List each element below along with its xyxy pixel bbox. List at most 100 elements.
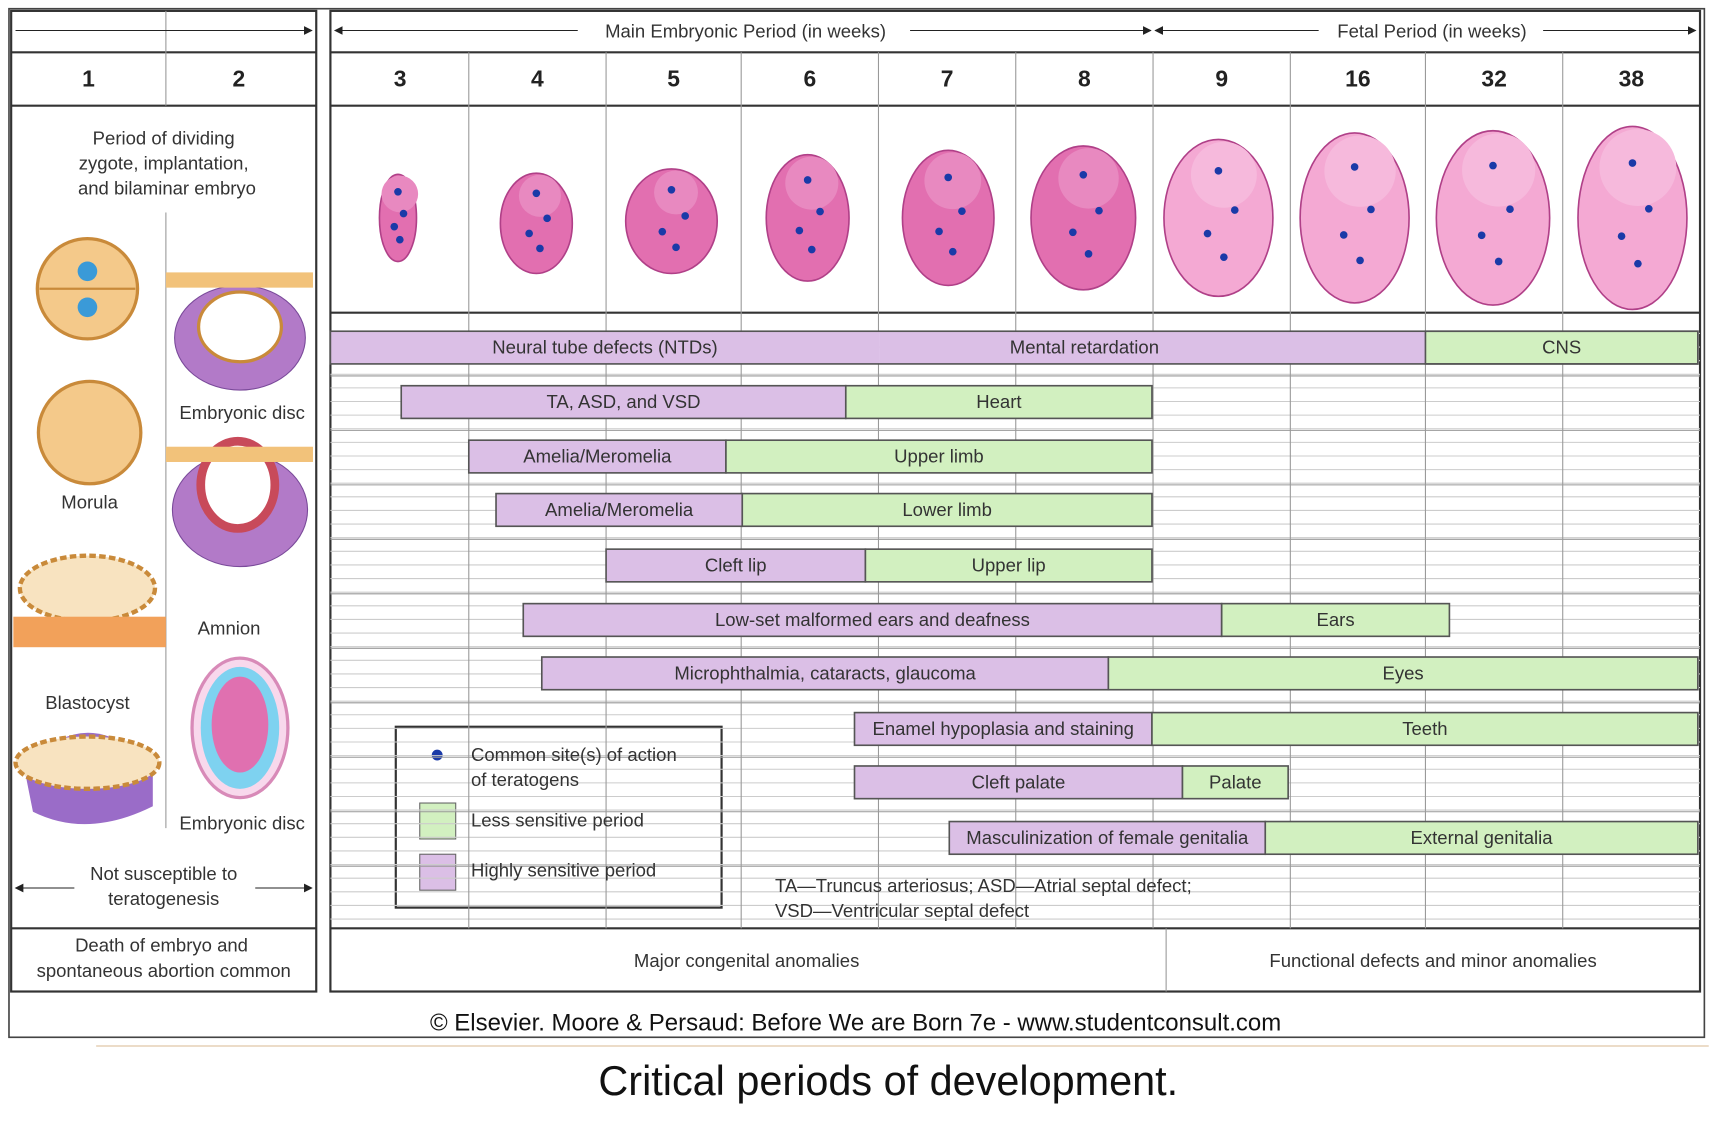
header-label: Main Embryonic Period (in weeks): [605, 21, 886, 42]
embryo-head: [785, 156, 839, 210]
less-sensitive-bar: [1264, 820, 1699, 856]
teratogen-site: [948, 247, 957, 256]
teratogen-site: [803, 176, 812, 184]
teratogen-site: [396, 235, 404, 244]
teratogen-site: [1230, 206, 1239, 214]
morula: [36, 379, 143, 486]
highly-sensitive-bar: [853, 711, 1153, 747]
teratogen-site: [394, 187, 402, 196]
left-text: teratogenesis: [108, 888, 219, 909]
teratogen-site: [1214, 167, 1223, 175]
bar-label: Microphthalmia, cataracts, glaucoma: [674, 662, 976, 683]
teratogen-site: [958, 207, 966, 215]
less-sensitive-bar: [725, 439, 1153, 474]
left-text: Not susceptible to: [90, 863, 237, 884]
week-label: 5: [667, 66, 680, 92]
teratogen-site: [1644, 204, 1653, 213]
teratogen-site: [1356, 256, 1364, 265]
bar-label: Low-set malformed ears and deafness: [715, 609, 1030, 630]
bar-label: Upper limb: [894, 446, 984, 467]
blastocyst: [17, 553, 158, 624]
week-label: 1: [82, 66, 95, 92]
implantation: [196, 436, 280, 533]
teratogen-site: [1203, 229, 1212, 238]
abbreviation: VSD—Ventricular septal defect: [775, 900, 1030, 921]
embryo-head: [1599, 129, 1677, 207]
highly-sensitive-bar: [879, 331, 1426, 364]
teratogen-site: [1477, 231, 1486, 240]
less-sensitive-bar: [741, 492, 1153, 528]
highly-sensitive-bar: [605, 548, 867, 583]
bar-label: Teeth: [1402, 718, 1447, 739]
left-text: Period of dividing: [93, 127, 235, 148]
week-label: 4: [531, 66, 544, 92]
bar-label: Mental retardation: [1010, 337, 1159, 358]
left-label: Embryonic disc: [179, 813, 305, 834]
teratogen-site: [667, 185, 676, 194]
teratogen-site: [525, 229, 533, 238]
embryo-head: [1058, 148, 1119, 209]
legend-label: Highly sensitive period: [471, 860, 656, 881]
teratogen-site: [681, 212, 689, 220]
teratogen-site: [390, 222, 399, 231]
embryo-head: [924, 152, 982, 210]
left-label: Amnion: [198, 618, 261, 639]
chart-area: 1 2 3 4 5 6 7 8 9 16 32 38 Neural tube defects (NTDs…: [82, 52, 1701, 929]
bar-label: Enamel hypoplasia and staining: [873, 718, 1134, 739]
highly-sensitive-bar: [853, 765, 1184, 800]
highly-sensitive-bar: [400, 384, 847, 420]
bar-label: Masculinization of female genitalia: [966, 827, 1249, 848]
highly-sensitive-bar: [330, 331, 880, 364]
bar-label: External genitalia: [1411, 827, 1554, 848]
footer-label: Major congenital anomalies: [634, 950, 859, 971]
week-label: 9: [1215, 66, 1228, 92]
caption: Critical periods of development.: [598, 1058, 1178, 1104]
teratogen-site: [1339, 231, 1348, 239]
blastocyst: [13, 734, 162, 792]
week-label: 32: [1481, 66, 1506, 92]
teratogen-site: [795, 226, 804, 235]
week-label: 3: [394, 66, 407, 92]
embryo-head: [518, 174, 561, 217]
embryo-head: [1462, 133, 1536, 207]
teratogen-site: [1350, 163, 1359, 171]
teratogen-site: [532, 189, 541, 198]
footer-label: Functional defects and minor anomalies: [1269, 950, 1596, 971]
bar-label: TA, ASD, and VSD: [546, 391, 700, 412]
right-panel: [329, 9, 1702, 993]
implantation: [196, 290, 284, 364]
teratogen-site: [816, 207, 824, 216]
left-label: Blastocyst: [45, 692, 130, 713]
teratogen-site: [1628, 159, 1637, 167]
bar-label: Amelia/Meromelia: [523, 446, 672, 467]
left-panel: [10, 9, 318, 993]
teratogen-site: [807, 245, 816, 254]
teratogen-site: [1220, 253, 1228, 261]
bar-label: Palate: [1209, 771, 1262, 792]
week-label: 38: [1619, 66, 1645, 92]
legend-label: of teratogens: [471, 769, 579, 790]
teratogen-site: [1079, 170, 1088, 179]
highly-sensitive-bar: [522, 602, 1223, 638]
copyright: © Elsevier. Moore & Persaud: Before We a…: [430, 1010, 1281, 1037]
bar-label: Neural tube defects (NTDs): [492, 337, 717, 358]
week-label: 2: [233, 66, 246, 92]
highly-sensitive-bar: [948, 820, 1267, 856]
endometrium: [165, 446, 313, 462]
less-sensitive-bar: [1220, 602, 1451, 638]
teratogen-site: [1634, 259, 1642, 268]
bar-label: Heart: [976, 391, 1022, 412]
bar-label: Ears: [1317, 609, 1355, 630]
bar-label: Lower limb: [902, 499, 992, 520]
teratogen-site: [1617, 232, 1626, 241]
less-sensitive-bar: [864, 548, 1153, 583]
teratogen-site: [1494, 257, 1503, 266]
left-text: zygote, implantation,: [79, 152, 249, 173]
teratogen-site: [672, 243, 680, 252]
teratogen-site: [944, 173, 953, 182]
less-sensitive-bar: [1151, 711, 1699, 747]
nucleus: [77, 261, 98, 282]
embryo-head: [1324, 135, 1396, 207]
endometrium: [165, 272, 313, 288]
bar-label: Cleft palate: [972, 771, 1066, 792]
